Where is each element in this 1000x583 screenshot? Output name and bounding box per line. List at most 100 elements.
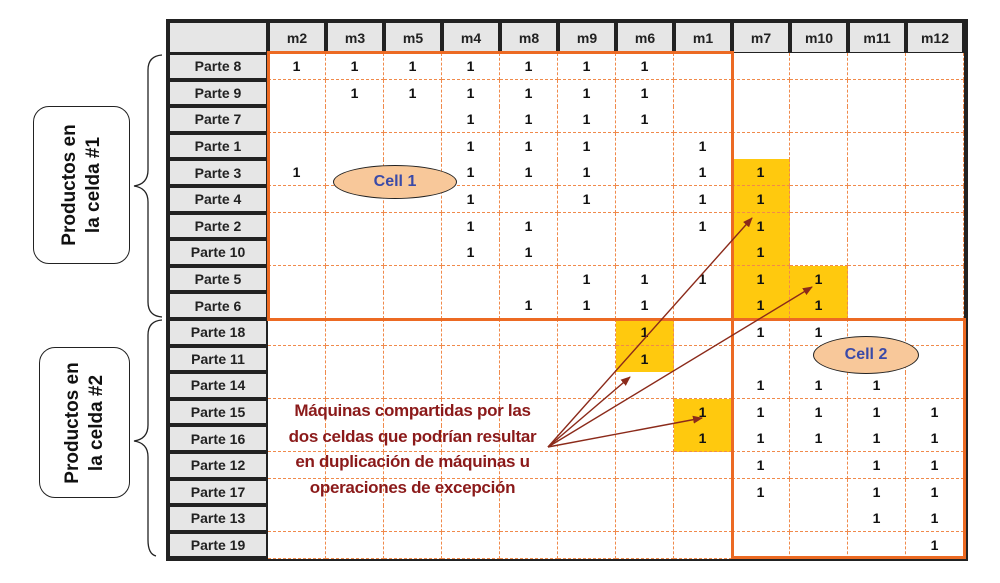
column-header-m3: m3 — [328, 23, 382, 52]
matrix-cell — [906, 292, 964, 320]
matrix-cell: 1 — [384, 79, 442, 107]
matrix-cell — [268, 531, 326, 559]
matrix-cell: 1 — [732, 372, 790, 400]
matrix-cell: 1 — [732, 452, 790, 480]
matrix-cell: 1 — [558, 159, 616, 187]
matrix-cell — [442, 425, 500, 453]
matrix-cell — [500, 425, 558, 453]
matrix-cell — [674, 239, 732, 267]
matrix-cell — [268, 265, 326, 293]
matrix-cell — [848, 265, 906, 293]
matrix-cell — [848, 186, 906, 214]
matrix-cell — [616, 239, 674, 267]
matrix-cell: 1 — [616, 106, 674, 134]
matrix-cell — [500, 345, 558, 373]
matrix-cell: 1 — [732, 186, 790, 214]
matrix-cell: 1 — [326, 53, 384, 81]
matrix-cell — [732, 531, 790, 559]
matrix-cell: 1 — [558, 186, 616, 214]
matrix-cell — [616, 452, 674, 480]
matrix-cell — [616, 505, 674, 533]
matrix-cell — [268, 79, 326, 107]
matrix-cell — [732, 505, 790, 533]
matrix-cell — [790, 79, 848, 107]
row-label: Parte 7 — [170, 108, 266, 131]
matrix-cell — [674, 452, 732, 480]
matrix-cell — [384, 265, 442, 293]
matrix-cell: 1 — [500, 239, 558, 267]
matrix-cell: 1 — [616, 79, 674, 107]
matrix-cell — [674, 345, 732, 373]
matrix-cell — [558, 478, 616, 506]
group2-label-box: Productos en la celda #2 — [39, 347, 130, 498]
note-line: en duplicación de máquinas u — [295, 452, 530, 471]
matrix-cell — [384, 372, 442, 400]
matrix-cell — [268, 132, 326, 160]
matrix-cell — [268, 398, 326, 426]
matrix-cell — [326, 398, 384, 426]
matrix-cell — [326, 212, 384, 240]
matrix-cell: 1 — [268, 53, 326, 81]
group1-label-box: Productos en la celda #1 — [33, 106, 130, 264]
matrix-cell — [848, 132, 906, 160]
matrix-cell — [442, 345, 500, 373]
matrix-cell — [268, 425, 326, 453]
matrix-cell: 1 — [384, 53, 442, 81]
matrix-cell — [384, 345, 442, 373]
matrix-cell: 1 — [848, 398, 906, 426]
matrix-cell: 1 — [848, 425, 906, 453]
matrix-cell — [848, 106, 906, 134]
matrix-cell: 1 — [674, 159, 732, 187]
matrix-cell — [442, 319, 500, 347]
matrix-cell: 1 — [732, 239, 790, 267]
matrix-cell — [326, 239, 384, 267]
matrix-cell — [268, 186, 326, 214]
matrix-cell: 1 — [790, 398, 848, 426]
matrix-cell — [906, 239, 964, 267]
column-header-m7: m7 — [734, 23, 788, 52]
note-line: operaciones de excepción — [309, 477, 516, 497]
matrix-cell: 1 — [558, 53, 616, 81]
matrix-cell: 1 — [558, 132, 616, 160]
matrix-cell — [848, 53, 906, 81]
matrix-cell — [732, 345, 790, 373]
matrix-cell — [500, 186, 558, 214]
matrix-cell — [500, 372, 558, 400]
pointer-arrow — [547, 286, 813, 448]
column-header-m10: m10 — [792, 23, 846, 52]
matrix-cell: 1 — [442, 186, 500, 214]
matrix-cell — [906, 186, 964, 214]
matrix-cell: 1 — [616, 319, 674, 347]
matrix-cell — [732, 79, 790, 107]
column-header-m8: m8 — [502, 23, 556, 52]
matrix-cell — [906, 106, 964, 134]
column-header-m1: m1 — [676, 23, 730, 52]
matrix-cell — [326, 372, 384, 400]
matrix-cell — [674, 372, 732, 400]
matrix-cell: 1 — [906, 425, 964, 453]
row-label: Parte 12 — [170, 454, 266, 477]
matrix-cell — [384, 452, 442, 480]
matrix-cell: 1 — [906, 478, 964, 506]
matrix-cell — [790, 505, 848, 533]
matrix-cell: 1 — [906, 452, 964, 480]
matrix-cell — [268, 319, 326, 347]
matrix-cell — [790, 186, 848, 214]
matrix-cell — [790, 239, 848, 267]
matrix-cell — [558, 505, 616, 533]
pointer-arrow — [547, 415, 703, 448]
shared-machines-note: Máquinas compartidas por las dos celdas … — [270, 398, 555, 500]
matrix-cell: 1 — [500, 53, 558, 81]
row-label: Parte 16 — [170, 427, 266, 450]
matrix-cell — [268, 345, 326, 373]
row-label: Parte 19 — [170, 533, 266, 557]
matrix-cell — [384, 132, 442, 160]
matrix-cell — [674, 106, 732, 134]
matrix-cell: 1 — [558, 79, 616, 107]
pointer-arrow — [547, 376, 631, 448]
matrix-cell: 1 — [442, 132, 500, 160]
matrix-cell: 1 — [732, 319, 790, 347]
matrix-cell — [268, 106, 326, 134]
matrix-cell — [790, 212, 848, 240]
